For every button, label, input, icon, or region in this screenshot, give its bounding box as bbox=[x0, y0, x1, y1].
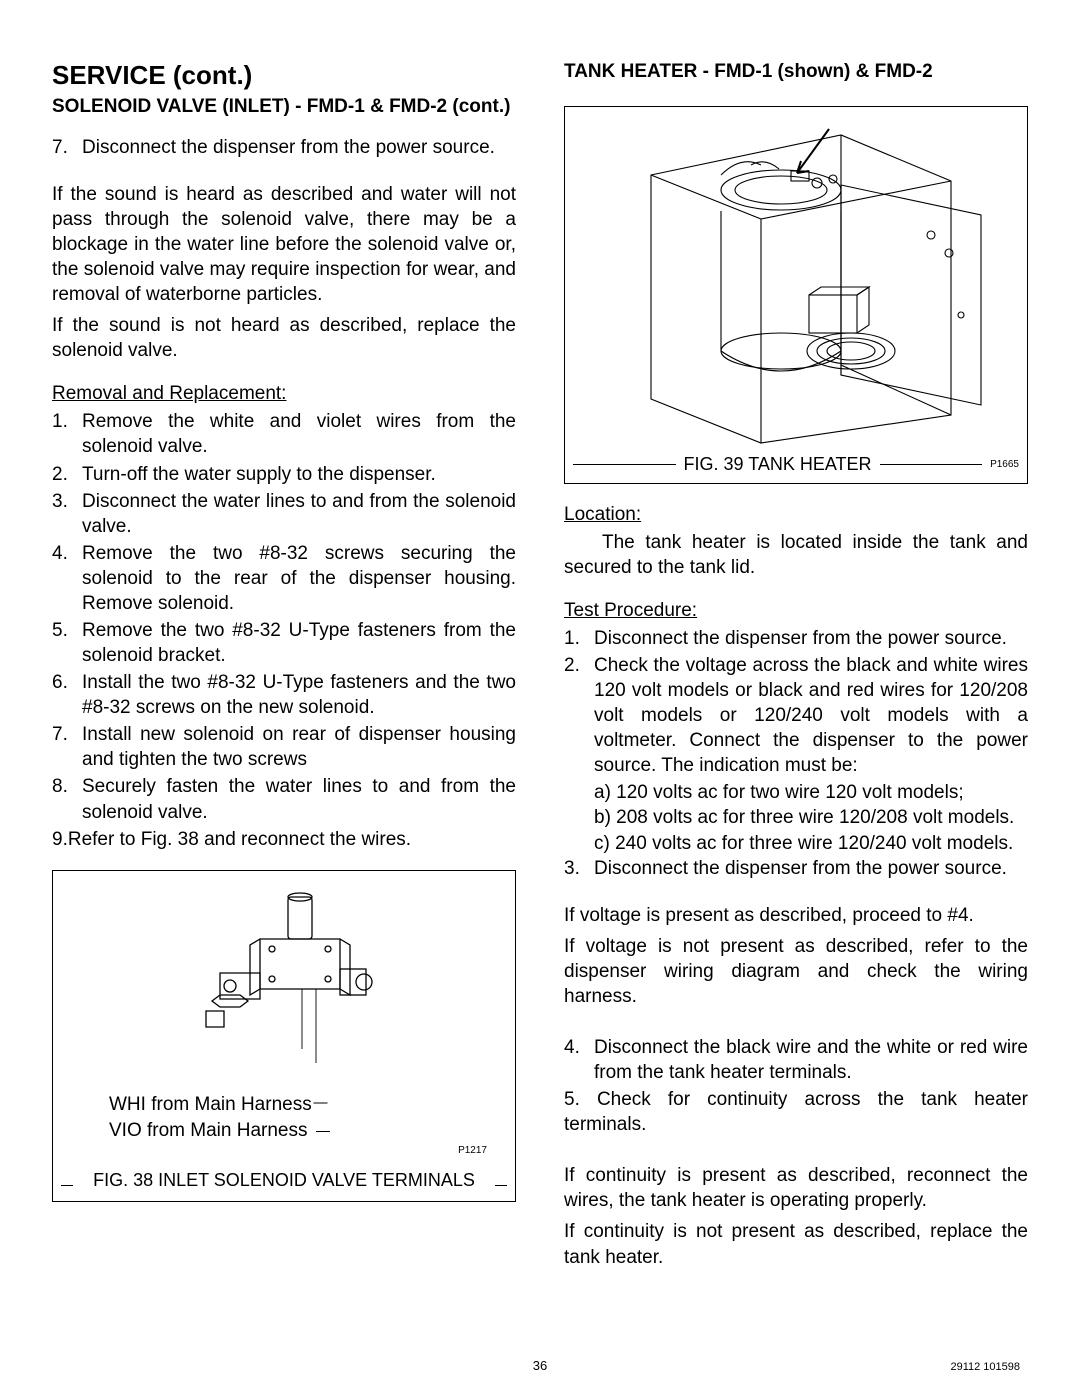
step-7: Disconnect the dispenser from the power … bbox=[52, 135, 516, 160]
caption-rule-left bbox=[61, 1185, 73, 1186]
solenoid-valve-icon bbox=[164, 891, 404, 1081]
removal-step-4: Remove the two #8-32 screws securing the… bbox=[52, 541, 516, 616]
left-column: SERVICE (cont.) SOLENOID VALVE (INLET) -… bbox=[52, 60, 516, 1276]
location-heading: Location: bbox=[564, 504, 1028, 526]
caption-rule-right bbox=[880, 464, 983, 465]
solenoid-para-2: If the sound is not heard as described, … bbox=[52, 313, 516, 363]
right-column: TANK HEATER - FMD-1 (shown) & FMD-2 bbox=[564, 60, 1028, 1276]
test-step-4: Disconnect the black wire and the white … bbox=[564, 1035, 1028, 1085]
removal-step-7: Install new solenoid on rear of dispense… bbox=[52, 722, 516, 772]
voltage-para-2: If voltage is not present as described, … bbox=[564, 934, 1028, 1009]
test-step-5: 5. Check for continuity across the tank … bbox=[564, 1087, 1028, 1137]
removal-steps: Remove the white and violet wires from t… bbox=[52, 409, 516, 824]
voltage-para-1: If voltage is present as described, proc… bbox=[564, 903, 1028, 928]
location-text: The tank heater is located inside the ta… bbox=[564, 530, 1028, 580]
test-step-3: Disconnect the dispenser from the power … bbox=[564, 856, 1028, 881]
test-step-1: Disconnect the dispenser from the power … bbox=[564, 626, 1028, 651]
solenoid-para-1: If the sound is heard as described and w… bbox=[52, 182, 516, 307]
removal-step-1: Remove the white and violet wires from t… bbox=[52, 409, 516, 459]
leader-line-icon bbox=[313, 1103, 327, 1104]
fig38-code: P1217 bbox=[73, 1145, 495, 1156]
doc-code: 29112 101598 bbox=[950, 1361, 1020, 1373]
fig38-label-whi: WHI from Main Harness bbox=[109, 1092, 312, 1119]
caption-rule-right bbox=[495, 1185, 507, 1186]
continuity-para-1: If continuity is present as described, r… bbox=[564, 1163, 1028, 1213]
test-procedure-heading: Test Procedure: bbox=[564, 600, 1028, 622]
solenoid-subheading: SOLENOID VALVE (INLET) - FMD-1 & FMD-2 (… bbox=[52, 95, 516, 119]
page-number: 36 bbox=[0, 1358, 1080, 1373]
test-sub-a: a) 120 volts ac for two wire 120 volt mo… bbox=[564, 780, 1028, 805]
continuity-para-2: If continuity is not present as describe… bbox=[564, 1219, 1028, 1269]
figure-39-drawing bbox=[565, 107, 1027, 454]
test-sub-b: b) 208 volts ac for three wire 120/208 v… bbox=[564, 805, 1028, 830]
removal-step-6: Install the two #8-32 U-Type fasteners a… bbox=[52, 670, 516, 720]
test-sub-c: c) 240 volts ac for three wire 120/240 v… bbox=[564, 831, 1028, 856]
step7-list: Disconnect the dispenser from the power … bbox=[52, 135, 516, 160]
test-step-2: Check the voltage across the black and w… bbox=[564, 653, 1028, 778]
test-step-3-list: Disconnect the dispenser from the power … bbox=[564, 856, 1028, 881]
removal-step-2: Turn-off the water supply to the dispens… bbox=[52, 462, 516, 487]
caption-rule-left bbox=[573, 464, 676, 465]
removal-step-3: Disconnect the water lines to and from t… bbox=[52, 489, 516, 539]
figure-38-box: WHI from Main Harness VIO from Main Harn… bbox=[52, 870, 516, 1202]
tank-heater-icon bbox=[581, 115, 1011, 445]
figure-39-box: FIG. 39 TANK HEATER P1665 bbox=[564, 106, 1028, 484]
removal-step-9: 9.Refer to Fig. 38 and reconnect the wir… bbox=[52, 827, 516, 852]
fig38-label-vio: VIO from Main Harness bbox=[109, 1118, 308, 1145]
test-steps-1-2: Disconnect the dispenser from the power … bbox=[564, 626, 1028, 778]
fig38-caption: FIG. 38 INLET SOLENOID VALVE TERMINALS bbox=[73, 1170, 495, 1191]
leader-line-icon bbox=[316, 1131, 330, 1132]
removal-heading: Removal and Replacement: bbox=[52, 383, 516, 405]
removal-step-5: Remove the two #8-32 U-Type fasteners fr… bbox=[52, 618, 516, 668]
test-step-4-list: Disconnect the black wire and the white … bbox=[564, 1035, 1028, 1085]
fig39-caption: FIG. 39 TANK HEATER bbox=[684, 454, 872, 475]
tank-heater-subheading: TANK HEATER - FMD-1 (shown) & FMD-2 bbox=[564, 60, 1028, 84]
fig39-code: P1665 bbox=[990, 459, 1019, 470]
removal-step-8: Securely fasten the water lines to and f… bbox=[52, 774, 516, 824]
figure-38-drawing bbox=[73, 891, 495, 1086]
section-title: SERVICE (cont.) bbox=[52, 60, 516, 91]
